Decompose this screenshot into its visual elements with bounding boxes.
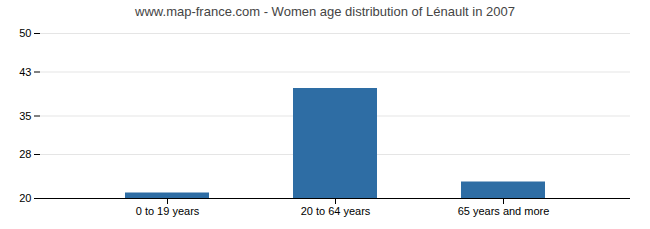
svg-text:35: 35	[19, 110, 31, 122]
svg-text:50: 50	[19, 27, 31, 39]
svg-text:20: 20	[19, 192, 31, 204]
svg-text:20 to 64 years: 20 to 64 years	[301, 205, 371, 217]
svg-text:43: 43	[19, 66, 31, 78]
html-text:www.map-france.com - Women age: www.map-france.com - Women age distribut…	[135, 4, 515, 19]
svg-text:28: 28	[19, 148, 31, 160]
svg-text:65 years and more: 65 years and more	[458, 205, 550, 217]
svg-text:0 to 19 years: 0 to 19 years	[136, 205, 200, 217]
